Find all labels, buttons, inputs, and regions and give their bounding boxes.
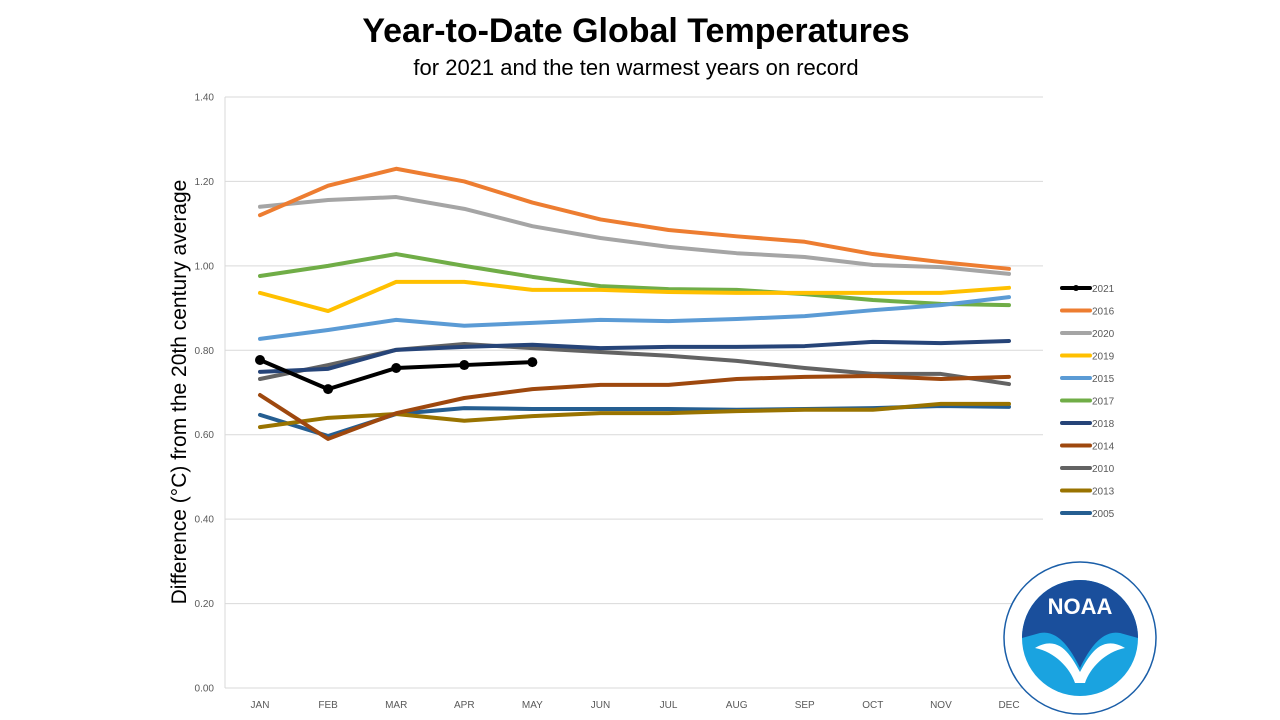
legend-label-2017: 2017 — [1092, 397, 1115, 408]
x-tick-label: APR — [454, 700, 475, 711]
x-tick-label: OCT — [862, 700, 883, 711]
legend-label-2021: 2021 — [1092, 284, 1115, 295]
x-tick-label: AUG — [726, 700, 748, 711]
x-tick-label: JAN — [251, 700, 270, 711]
noaa-logo: NOAA — [1003, 561, 1157, 715]
legend-label-2015: 2015 — [1092, 374, 1115, 385]
x-tick-label: MAR — [385, 700, 407, 711]
data-point-2021 — [527, 357, 538, 368]
y-tick-label: 1.00 — [195, 261, 215, 272]
legend-label-2019: 2019 — [1092, 352, 1115, 363]
series-line-2015 — [258, 295, 1011, 341]
y-tick-label: 1.20 — [195, 177, 215, 188]
noaa-wordmark: NOAA — [1048, 594, 1113, 619]
y-tick-label: 0.00 — [195, 684, 215, 695]
x-tick-label: FEB — [318, 700, 338, 711]
legend-label-2016: 2016 — [1092, 307, 1115, 318]
series-line-2014 — [258, 374, 1011, 441]
legend-marker-2021 — [1073, 285, 1079, 291]
x-tick-label: NOV — [930, 700, 952, 711]
data-point-2021 — [255, 354, 265, 365]
data-point-2021 — [323, 384, 334, 395]
data-point-2021 — [391, 363, 402, 374]
legend-label-2010: 2010 — [1092, 464, 1115, 475]
x-tick-label: JUN — [591, 700, 610, 711]
legend-label-2013: 2013 — [1092, 487, 1115, 498]
y-tick-label: 1.40 — [195, 93, 215, 104]
chart-subtitle: for 2021 and the ten warmest years on re… — [413, 55, 859, 80]
series-line-2013 — [258, 401, 1011, 430]
series-line-2020 — [258, 195, 1011, 276]
series-line-2016 — [258, 166, 1011, 271]
data-point-2021 — [459, 360, 470, 371]
chart-title: Year-to-Date Global Temperatures — [362, 12, 910, 50]
legend-label-2005: 2005 — [1092, 509, 1115, 520]
y-tick-label: 0.80 — [195, 346, 215, 357]
legend-label-2018: 2018 — [1092, 419, 1115, 430]
x-tick-label: MAY — [522, 700, 543, 711]
y-tick-label: 0.40 — [195, 515, 215, 526]
series-line-2018 — [258, 338, 1011, 374]
legend-label-2014: 2014 — [1092, 442, 1115, 453]
x-tick-label: JUL — [660, 700, 678, 711]
y-tick-label: 0.20 — [195, 599, 215, 610]
series-line-2017 — [258, 252, 1011, 308]
x-tick-label: DEC — [998, 700, 1019, 711]
y-axis-label: Difference (°C) from the 20th century av… — [168, 180, 191, 605]
y-tick-label: 0.60 — [195, 430, 215, 441]
x-tick-label: SEP — [795, 700, 815, 711]
legend-label-2020: 2020 — [1092, 329, 1115, 340]
series-line-2019 — [258, 279, 1011, 314]
